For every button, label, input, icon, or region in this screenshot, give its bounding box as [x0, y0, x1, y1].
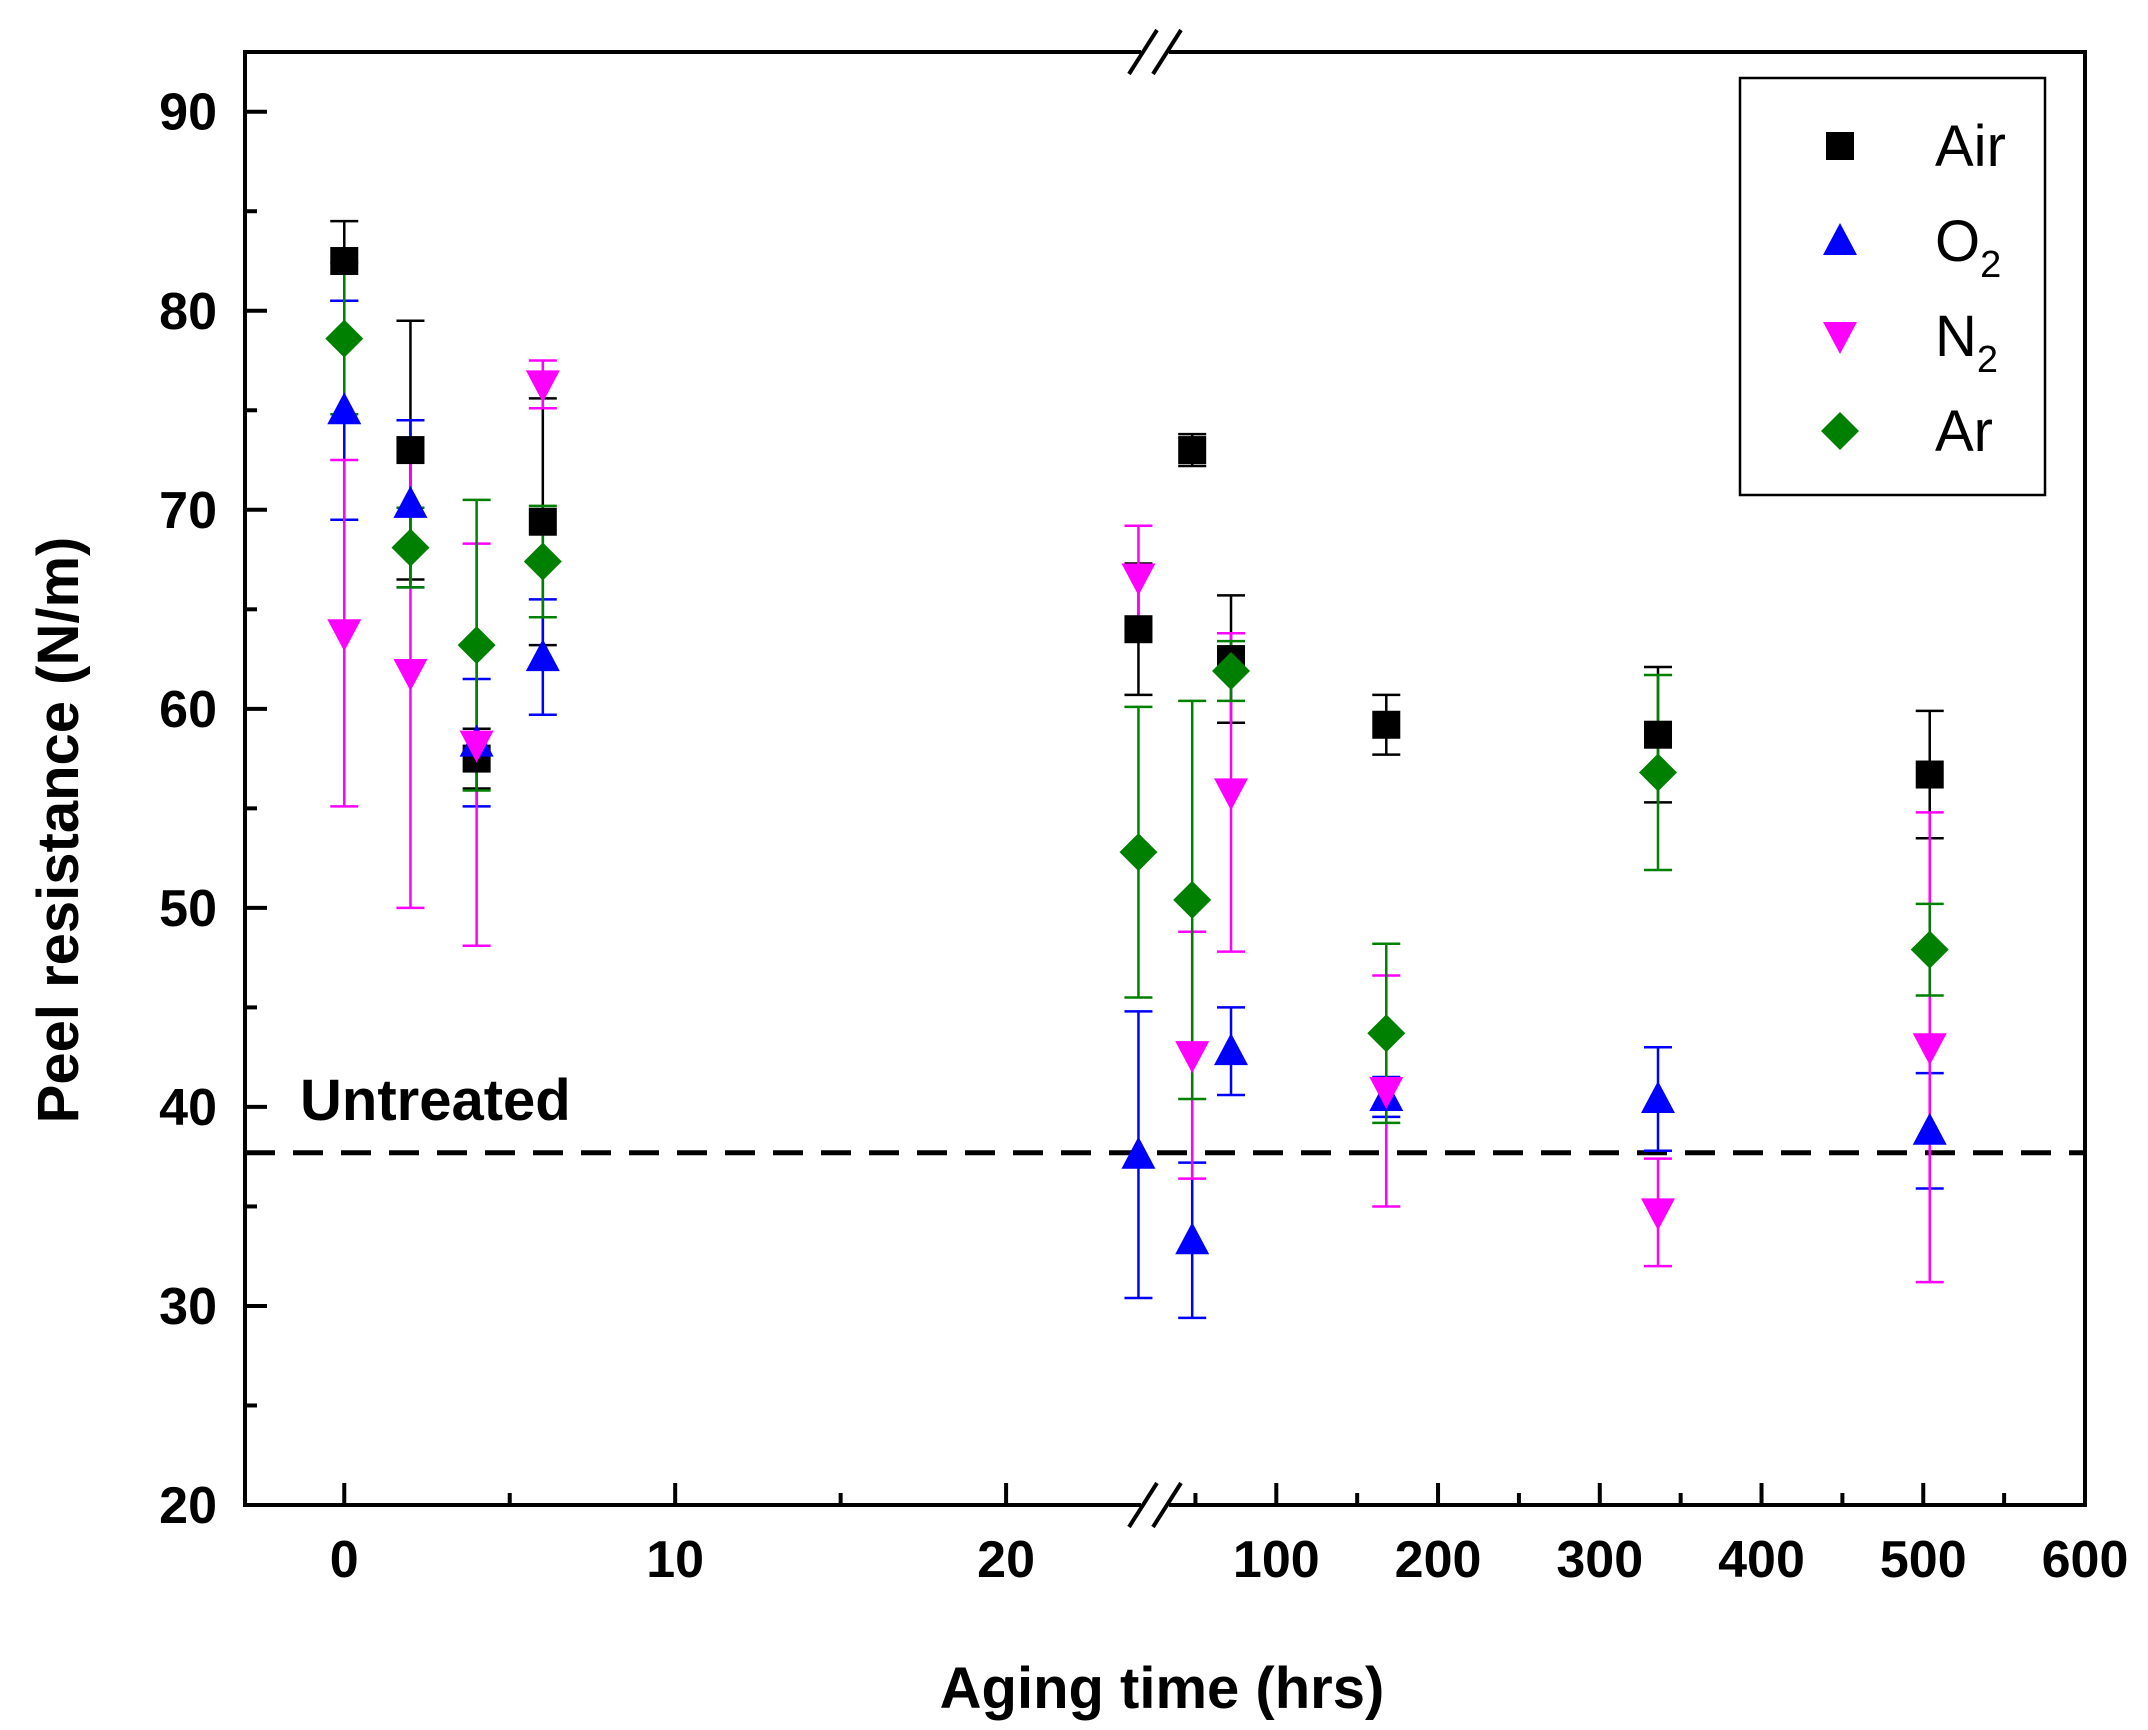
point-Air	[1178, 436, 1207, 465]
x-axis-title: Aging time (hrs)	[940, 1656, 1385, 1721]
point-Ar	[1212, 652, 1251, 691]
legend-label-Ar: Ar	[1935, 399, 1993, 464]
point-Air	[528, 507, 557, 536]
break-slash	[1151, 1481, 1183, 1529]
y-tick-label: 20	[159, 1477, 217, 1535]
y-tick-label: 60	[159, 681, 217, 739]
point-Ar	[1367, 1014, 1406, 1053]
legend-marker-O2	[1823, 223, 1857, 255]
x-tick-label: 200	[1395, 1531, 1482, 1589]
point-Air	[396, 436, 425, 465]
y-tick-label: 50	[159, 880, 217, 938]
y-axis-title: Peel resistance (N/m)	[26, 537, 91, 1124]
y-tick-label: 80	[159, 283, 217, 341]
legend-box	[1738, 76, 2047, 497]
x-tick-label: 300	[1556, 1531, 1643, 1589]
point-Air	[330, 246, 359, 275]
x-tick-label: 100	[1233, 1531, 1320, 1589]
point-N2	[327, 619, 362, 652]
break-slash	[1151, 28, 1183, 76]
x-tick-label: 0	[330, 1531, 359, 1589]
point-N2	[1912, 1033, 1947, 1066]
point-Air	[1915, 760, 1944, 789]
point-N2	[393, 659, 428, 692]
point-Ar	[1639, 753, 1678, 792]
y-tick-label: 40	[159, 1079, 217, 1137]
point-Air	[1124, 615, 1153, 644]
break-slash	[1127, 28, 1159, 76]
point-Air	[1644, 720, 1673, 749]
legend-label-Air: Air	[1935, 114, 2006, 179]
axis-ticks: 20 30 40 50 60 70 80 90 0 10 20 100 200 300 400 500 600	[159, 84, 2128, 1589]
point-Ar	[391, 528, 430, 567]
y-tick-label: 90	[159, 84, 217, 142]
legend-marker-Air	[1826, 132, 1854, 160]
point-O2	[327, 392, 362, 425]
point-O2	[1175, 1222, 1210, 1255]
x-tick-label: 10	[646, 1531, 704, 1589]
point-Ar	[1910, 930, 1949, 969]
legend-label-N2: N2	[1935, 304, 1998, 381]
point-N2	[459, 730, 494, 763]
point-N2	[1175, 1041, 1210, 1074]
point-Ar	[523, 542, 562, 581]
point-N2	[525, 370, 560, 403]
y-tick-label: 30	[159, 1278, 217, 1336]
point-O2	[1214, 1033, 1249, 1066]
point-N2	[1369, 1076, 1404, 1109]
point-Ar	[325, 319, 364, 358]
data-markers	[325, 246, 1949, 1255]
point-N2	[1641, 1198, 1676, 1231]
point-Ar	[1173, 880, 1212, 919]
legend-marker-N2	[1823, 322, 1857, 354]
break-slash	[1127, 1481, 1159, 1529]
point-N2	[1214, 778, 1249, 811]
point-O2	[1641, 1080, 1676, 1113]
point-Ar	[457, 626, 496, 665]
axis-break-marks	[1127, 28, 1183, 1529]
point-O2	[1912, 1112, 1947, 1145]
point-Ar	[1119, 833, 1158, 872]
x-tick-label: 20	[977, 1531, 1035, 1589]
bottom-break-gap	[1141, 1497, 1169, 1513]
x-tick-label: 600	[2042, 1531, 2129, 1589]
point-O2	[1121, 1136, 1156, 1169]
point-O2	[393, 485, 428, 518]
point-Air	[1372, 710, 1401, 739]
untreated-label: Untreated	[300, 1068, 571, 1133]
x-tick-label: 500	[1880, 1531, 1967, 1589]
top-break-gap	[1141, 44, 1169, 60]
point-N2	[1121, 563, 1156, 596]
y-tick-label: 70	[159, 482, 217, 540]
legend-marker-Ar	[1821, 412, 1859, 450]
x-tick-label: 400	[1718, 1531, 1805, 1589]
point-O2	[525, 639, 560, 672]
